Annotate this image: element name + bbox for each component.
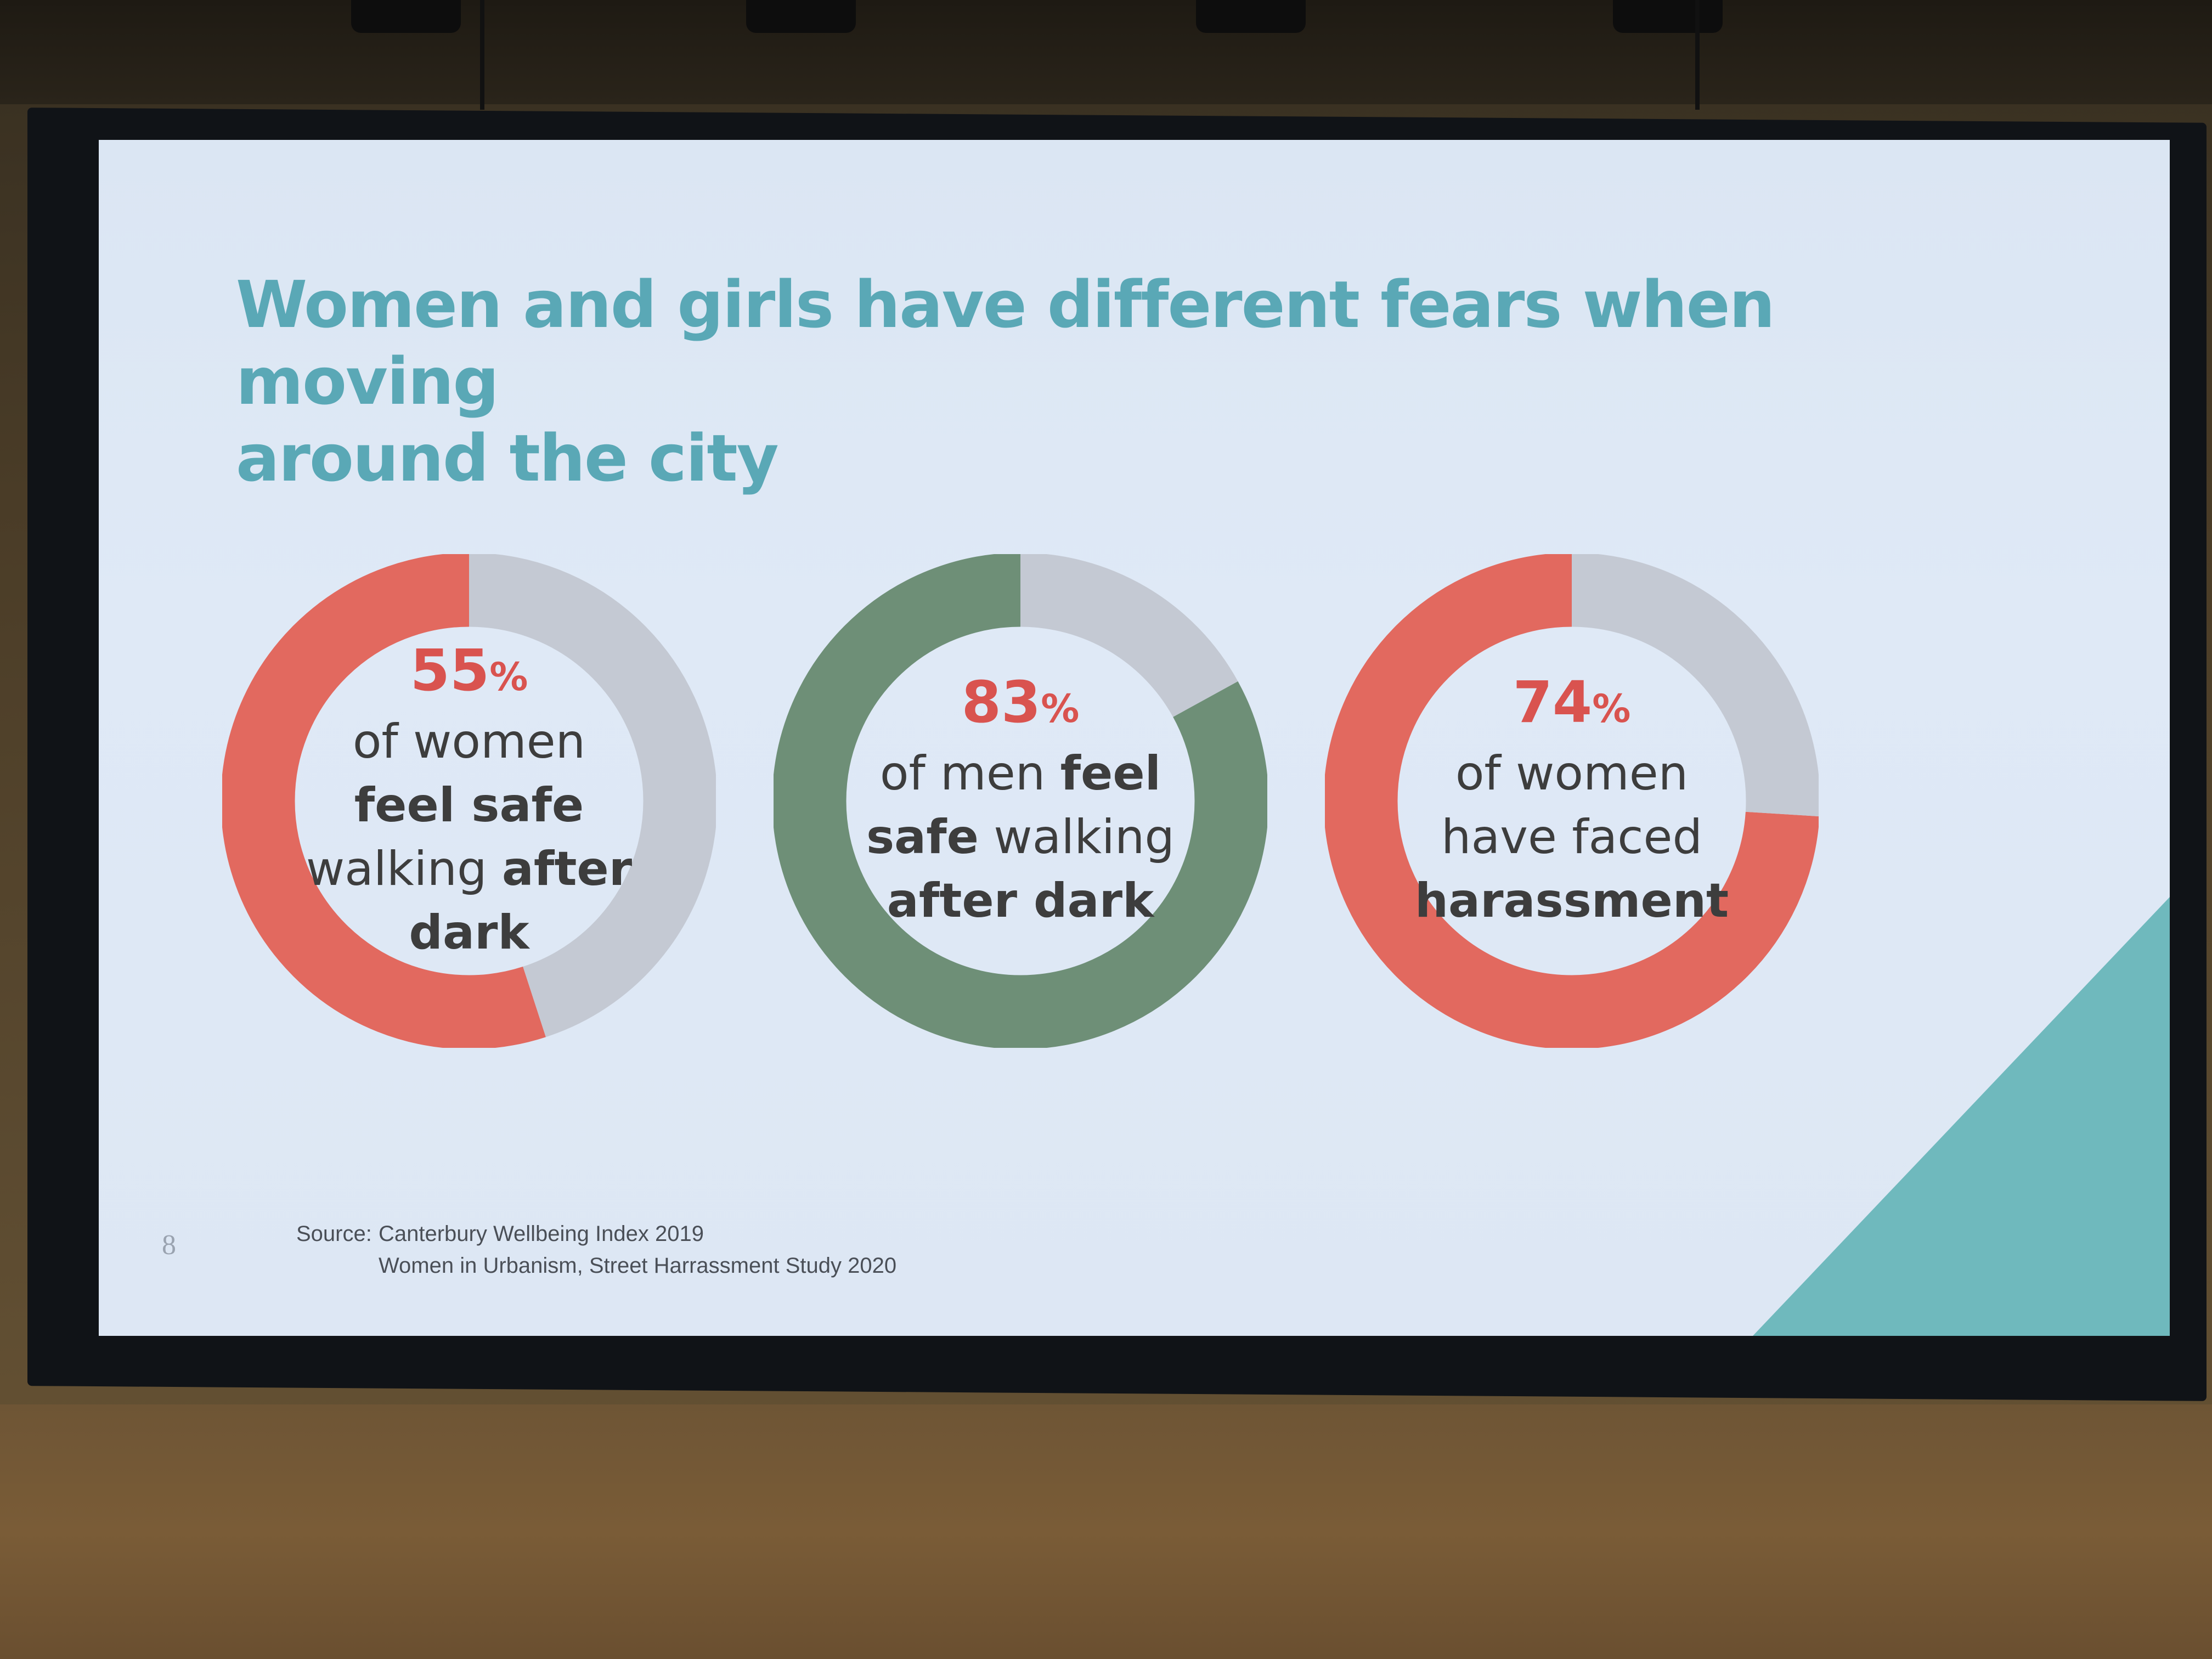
source-line-2: Women in Urbanism, Street Harrassment St…	[379, 1254, 897, 1278]
description-text: have faced	[1441, 810, 1703, 865]
emphasis-text: harassment	[1414, 873, 1729, 928]
slide-title-line-2: around the city	[236, 420, 779, 496]
donut-description-line: of women	[353, 710, 585, 774]
donut-description-line: walking after	[306, 837, 632, 901]
description-text: of women	[352, 714, 586, 769]
ceiling-lamp	[351, 0, 461, 33]
emphasis-text: after	[501, 842, 633, 896]
donut-svg	[1325, 554, 1819, 1048]
donut-label: 55% of women feel safe walking after dark	[299, 636, 639, 966]
donut-percentage: 55%	[410, 637, 528, 710]
emphasis-text: dark	[409, 905, 529, 960]
ceiling	[0, 0, 2212, 110]
donut-label: 83% of men feel safe walking after dark	[850, 636, 1190, 966]
ceiling-cable	[1695, 0, 1700, 110]
source-note: Source: Canterbury Wellbeing Index 2019 W…	[296, 1218, 896, 1282]
donut-chart-men-feel-safe: 83% of men feel safe walking after dark	[774, 554, 1267, 1048]
page-number: 8	[162, 1229, 176, 1261]
percentage-sign: %	[1592, 686, 1631, 731]
slide-title: Women and girls have different fears whe…	[236, 266, 1882, 496]
source-label: Source:	[296, 1222, 372, 1246]
ceiling-lamp	[1196, 0, 1306, 33]
donut-description-line: of women	[1455, 742, 1688, 805]
source-line-1: Canterbury Wellbeing Index 2019	[379, 1222, 704, 1246]
percentage-value: 83	[961, 669, 1041, 736]
donut-description-line: feel safe	[354, 774, 584, 837]
description-text: walking	[306, 842, 502, 896]
donut-description-line: after dark	[887, 869, 1154, 933]
donut-percentage: 74%	[1513, 669, 1631, 742]
description-text: of women	[1455, 746, 1689, 801]
percentage-value: 55	[410, 637, 490, 704]
donut-description-line: safe walking	[866, 805, 1175, 869]
presentation-slide: Women and girls have different fears whe…	[99, 140, 2170, 1336]
description-text: of men	[879, 746, 1060, 801]
emphasis-text: feel safe	[354, 778, 584, 833]
slide-title-line-1: Women and girls have different fears whe…	[236, 267, 1775, 419]
percentage-sign: %	[489, 654, 528, 699]
room-wall	[0, 1404, 2212, 1659]
description-text: walking	[978, 810, 1175, 865]
donut-percentage: 83%	[962, 669, 1080, 742]
donut-slice-remainder	[1325, 554, 1819, 1048]
emphasis-text: feel	[1060, 746, 1161, 801]
donut-description-line: have faced	[1441, 805, 1702, 869]
donut-description-line: of men feel	[880, 742, 1161, 805]
donut-chart-women-feel-safe: 55% of women feel safe walking after dark	[222, 554, 716, 1048]
ceiling-lamp	[746, 0, 856, 33]
ceiling-cable	[480, 0, 484, 110]
donut-svg	[774, 554, 1267, 1048]
emphasis-text: safe	[866, 810, 979, 865]
percentage-value: 74	[1513, 669, 1593, 736]
percentage-sign: %	[1041, 686, 1080, 731]
donut-label: 74% of women have faced harassment	[1402, 636, 1742, 966]
donut-svg	[222, 554, 716, 1048]
donut-description-line: dark	[409, 901, 529, 964]
donut-description-line: harassment	[1415, 869, 1729, 933]
ceiling-lamp	[1613, 0, 1723, 33]
donut-slice-remainder	[774, 554, 1267, 1048]
donut-chart-women-harassment: 74% of women have faced harassment	[1325, 554, 1819, 1048]
donut-slice-remainder	[222, 554, 716, 1048]
emphasis-text: after dark	[887, 873, 1154, 928]
